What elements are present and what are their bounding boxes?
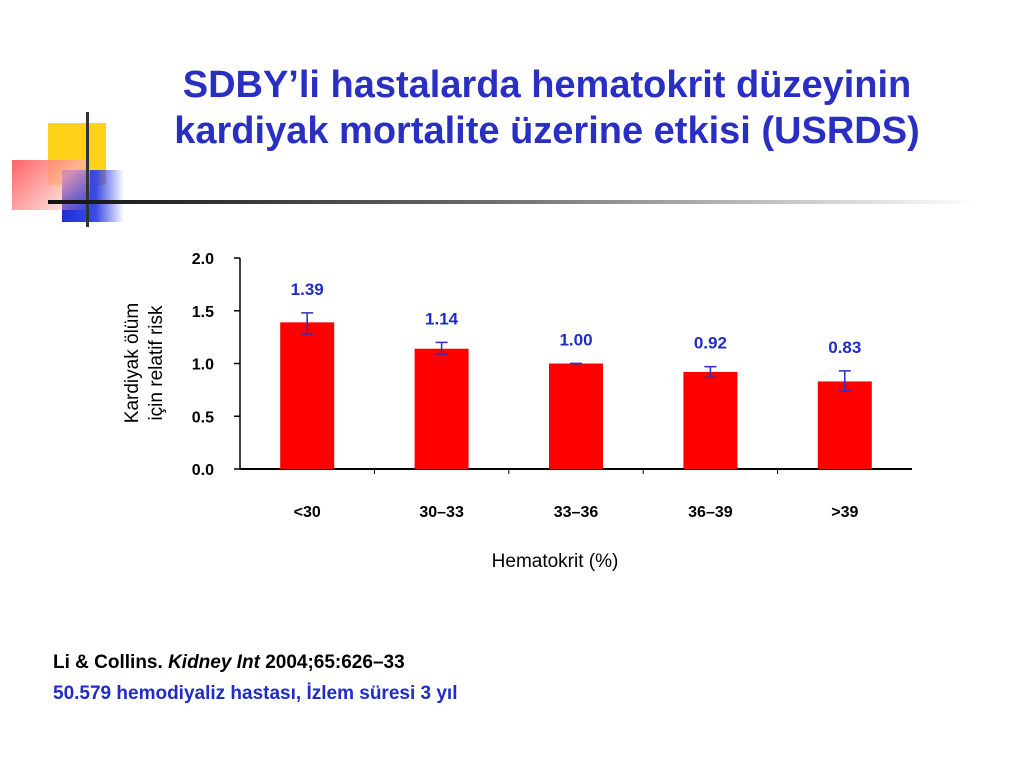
decor-vertical-line [86, 112, 89, 227]
y-tick-label: 0.0 [192, 462, 214, 479]
y-tick-label: 1.5 [192, 304, 214, 321]
data-label: 0.83 [828, 338, 861, 357]
data-label: 1.14 [425, 309, 459, 328]
data-label: 1.00 [559, 331, 592, 350]
bar [817, 381, 872, 469]
y-tick-label: 2.0 [192, 251, 214, 268]
bar [683, 371, 738, 469]
y-axis-label-line: için relatif risk [146, 305, 167, 421]
title-underline [48, 200, 978, 204]
y-tick-label: 0.5 [192, 409, 214, 426]
x-tick-label: <30 [294, 504, 321, 521]
x-tick-label: >39 [831, 504, 858, 521]
citation-authors: Li & Collins. [53, 652, 163, 673]
x-axis-label: Hematokrit (%) [491, 551, 619, 572]
citation: Li & Collins. Kidney Int 2004;65:626–33 [53, 652, 405, 674]
bar [549, 363, 603, 469]
x-tick-label: 30–33 [419, 504, 464, 521]
slide-title-line-1: SDBY’li hastalarda hematokrit düzeyinin [182, 64, 912, 106]
bar [280, 322, 335, 469]
y-tick-label: 1.0 [192, 357, 214, 374]
data-label: 0.92 [694, 334, 727, 353]
citation-details: 2004;65:626–33 [265, 652, 405, 673]
slide-title: SDBY’li hastalarda hematokrit düzeyinin … [92, 62, 1002, 154]
slide-title-line-2: kardiyak mortalite üzerine etkisi (USRDS… [174, 110, 920, 152]
y-axis-label-line: Kardiyak ölüm [122, 303, 143, 423]
bar [414, 348, 469, 469]
data-label: 1.39 [291, 280, 324, 299]
x-tick-label: 36–39 [688, 504, 733, 521]
study-note: 50.579 hemodiyaliz hastası, İzlem süresi… [53, 683, 458, 704]
citation-journal: Kidney Int [168, 652, 260, 673]
x-tick-label: 33–36 [554, 504, 599, 521]
